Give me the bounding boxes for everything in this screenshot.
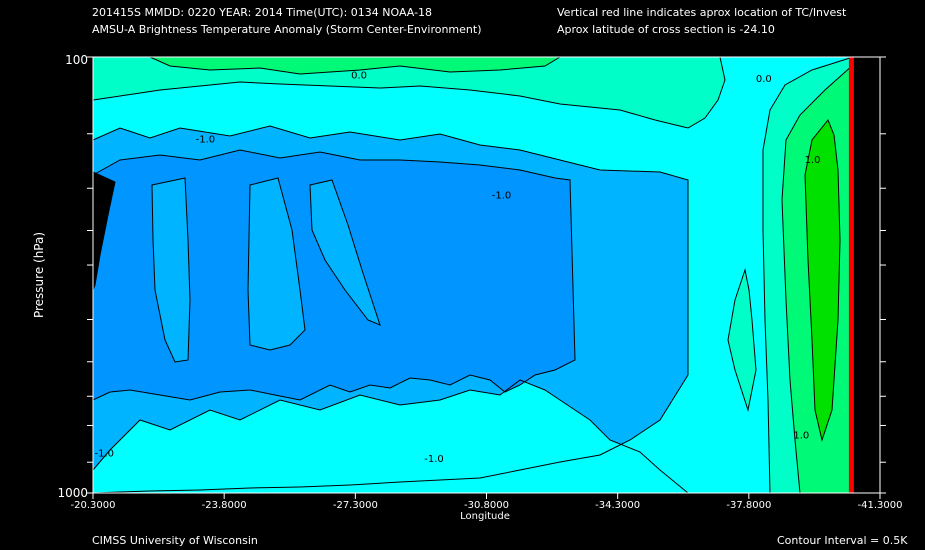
contour-line	[149, 56, 562, 75]
x-tick-label: -37.8000	[726, 500, 771, 511]
region-deep-blue-main	[93, 150, 575, 400]
region-green-top	[150, 57, 560, 74]
region-pocket-1	[152, 178, 190, 362]
contour-line	[92, 56, 726, 129]
y-axis-label: Pressure (hPa)	[32, 232, 46, 318]
header-line1-right: Vertical red line indicates aprox locati…	[557, 6, 847, 19]
x-tick-label: -23.8000	[202, 500, 247, 511]
contour-line	[151, 177, 191, 363]
contour-label: -1.0	[424, 454, 444, 465]
region-missing-wedge	[93, 172, 115, 290]
y-axis-ticks	[87, 56, 886, 494]
x-tick-label: -41.3000	[858, 500, 903, 511]
region-aqua-diamond	[728, 270, 756, 410]
contour-label: 0.0	[756, 74, 772, 85]
region-pocket-3	[310, 180, 380, 325]
contour-line	[804, 119, 841, 442]
contour-line	[727, 268, 757, 412]
contour-line	[92, 379, 690, 494]
x-tick-label: -30.8000	[464, 500, 509, 511]
region-cyan-bottom	[93, 380, 688, 493]
contour-label: -1.0	[94, 449, 114, 460]
region-bright-green-core	[805, 120, 840, 440]
header-line2-left: AMSU-A Brightness Temperature Anomaly (S…	[92, 23, 482, 36]
y-label-top: 100	[65, 53, 88, 67]
header-line2-right: Aprox latitude of cross section is -24.1…	[557, 23, 775, 36]
footer-left: CIMSS University of Wisconsin	[92, 534, 258, 547]
y-label-bottom: 1000	[57, 486, 88, 500]
contour-line	[92, 149, 576, 401]
contour-labels: 0.0 0.0 -1.0 -1.0 1.0 -1.0 -1.0 1.0	[94, 70, 820, 465]
contour-label: -1.0	[196, 134, 216, 145]
x-axis-label: Longitude	[460, 511, 510, 522]
region-aqua-top	[93, 57, 725, 128]
footer-right: Contour Interval = 0.5K	[777, 534, 908, 547]
contour-fills	[93, 57, 853, 493]
contour-label: 1.0	[805, 155, 821, 166]
contour-line	[92, 125, 689, 494]
storm-location-line	[848, 57, 854, 493]
x-tick-label: -34.3000	[595, 500, 640, 511]
contour-label: 0.0	[351, 70, 367, 81]
x-tick-label: -27.3000	[333, 500, 378, 511]
contour-line	[247, 177, 306, 351]
contour-line	[309, 179, 381, 326]
contour-label: 1.0	[793, 431, 809, 442]
x-tick-label: -20.3000	[71, 500, 116, 511]
region-pocket-2	[248, 178, 305, 350]
x-axis-ticks: -20.3000 -23.8000 -27.3000 -30.8000 -34.3000…	[71, 493, 903, 511]
storm-marker	[848, 57, 854, 493]
header-line1-left: 201415S MMDD: 0220 YEAR: 2014 Time(UTC):…	[92, 6, 433, 19]
contour-label: -1.0	[492, 190, 512, 201]
